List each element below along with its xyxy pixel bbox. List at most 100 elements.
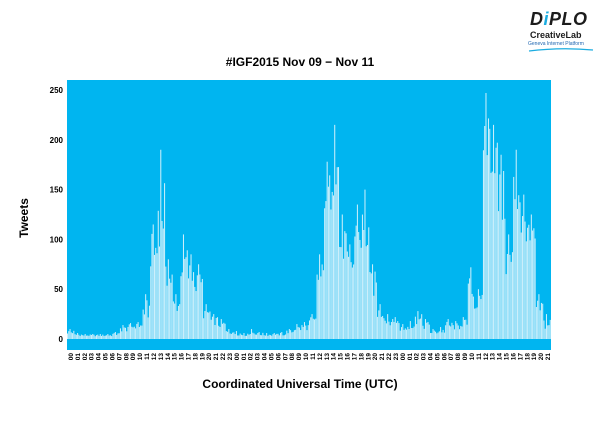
bar	[368, 227, 370, 339]
bar	[95, 335, 98, 339]
bar	[93, 334, 95, 339]
bar	[72, 333, 74, 339]
bar	[282, 335, 284, 339]
bar	[503, 171, 505, 339]
bar	[332, 195, 334, 339]
x-tick-label: 23	[227, 353, 234, 361]
bar	[166, 285, 168, 339]
x-tick-label: 03	[421, 353, 428, 361]
bar	[438, 331, 440, 339]
x-tick-label: 02	[414, 353, 421, 361]
x-tick-label: 10	[303, 353, 310, 361]
x-tick-label: 04	[262, 353, 269, 361]
x-tick-label: 01	[75, 353, 82, 361]
bar	[141, 325, 143, 339]
bar	[419, 318, 421, 339]
bar	[417, 311, 419, 339]
bar	[355, 225, 357, 339]
bar	[358, 232, 360, 339]
bar	[433, 330, 435, 339]
bar	[153, 254, 155, 339]
bar	[194, 286, 196, 339]
bar	[458, 329, 461, 339]
bar	[116, 334, 118, 339]
bar	[465, 319, 467, 339]
bar	[363, 230, 365, 339]
bar	[378, 310, 380, 339]
bar	[343, 258, 345, 339]
bar	[198, 264, 200, 339]
x-tick-label: 05	[268, 353, 275, 361]
bar	[491, 171, 493, 339]
bar	[545, 314, 547, 339]
bar	[230, 333, 232, 339]
bar	[356, 204, 358, 339]
bar	[448, 325, 450, 339]
bar	[471, 293, 473, 339]
bar	[172, 301, 174, 339]
bar	[467, 283, 469, 339]
bar	[228, 329, 230, 339]
bar	[190, 254, 192, 339]
y-tick-label: 0	[59, 335, 64, 344]
bar	[506, 253, 508, 339]
bar	[171, 274, 173, 339]
bar	[248, 334, 250, 339]
bar	[225, 331, 227, 339]
bar	[131, 326, 133, 339]
bar	[200, 282, 202, 339]
x-tick-label: 04	[428, 353, 435, 361]
bar	[337, 167, 340, 339]
x-tick-label: 09	[130, 353, 137, 361]
bar	[222, 323, 224, 339]
bar	[99, 334, 101, 339]
bar	[475, 308, 477, 339]
x-tick-label: 17	[517, 353, 524, 361]
bar	[482, 150, 484, 339]
bar	[67, 333, 69, 339]
bar	[382, 315, 384, 339]
bar	[532, 230, 534, 339]
x-tick-label: 18	[358, 353, 365, 361]
bar	[80, 334, 82, 339]
bar	[271, 335, 273, 339]
bar	[268, 334, 270, 339]
bar	[538, 294, 540, 339]
bar	[157, 210, 159, 339]
bar	[273, 333, 275, 339]
bar	[252, 332, 254, 339]
bar	[314, 319, 316, 339]
bar	[379, 304, 381, 339]
x-tick-label: 14	[497, 353, 504, 361]
bar	[533, 228, 535, 339]
bar	[138, 326, 140, 339]
bar	[88, 335, 90, 339]
bar	[450, 326, 452, 339]
bar	[111, 336, 113, 339]
bar	[156, 253, 158, 339]
bar	[74, 334, 76, 339]
bar	[426, 322, 428, 339]
bar	[421, 314, 423, 339]
bar	[263, 335, 265, 339]
bar	[126, 331, 128, 339]
bar	[477, 289, 479, 339]
bar	[350, 262, 352, 339]
x-tick-label: 12	[317, 353, 324, 361]
bar	[240, 334, 242, 339]
bar	[451, 322, 453, 339]
bar	[383, 318, 385, 339]
x-tick-label: 15	[338, 353, 345, 361]
bar	[341, 214, 343, 339]
bar	[112, 333, 114, 339]
bar	[185, 257, 187, 339]
bar	[524, 221, 526, 339]
logo-lab-text: CreativeLab	[530, 30, 582, 40]
bar	[106, 335, 108, 339]
bar	[404, 328, 406, 339]
bar	[196, 275, 198, 339]
bar	[117, 333, 119, 339]
bar	[288, 329, 290, 339]
bar	[366, 244, 369, 339]
bar	[305, 325, 307, 339]
